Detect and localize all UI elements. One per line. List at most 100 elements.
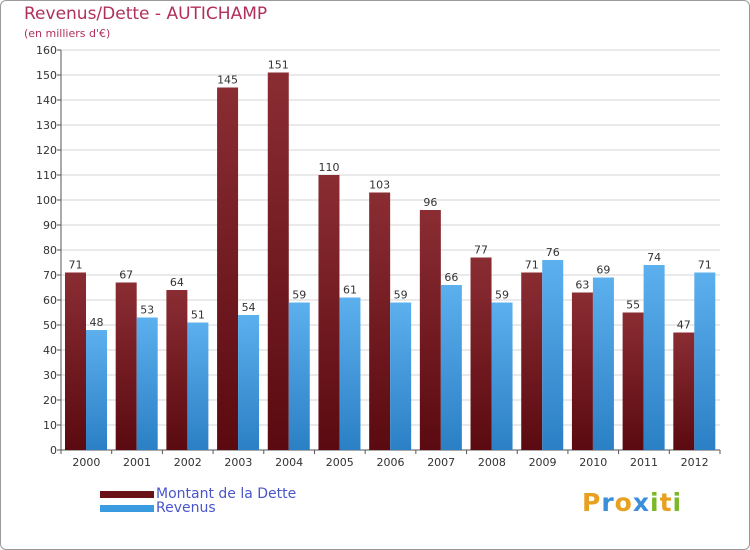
chart-subtitle: (en milliers d'€)	[24, 27, 111, 40]
bar-dette	[166, 290, 188, 450]
value-label-revenus: 54	[242, 301, 256, 314]
value-label-revenus: 59	[292, 289, 306, 302]
y-tick-label: 10	[43, 419, 57, 432]
bar-dette	[571, 292, 593, 450]
y-tick-label: 0	[50, 444, 57, 457]
y-tick-label: 90	[43, 219, 57, 232]
y-tick-label: 60	[43, 294, 57, 307]
bar-revenus	[592, 277, 614, 450]
axes: 0 10 20 30 40 50 60 70 80 90 100 110 120 130 140 150 160…	[36, 44, 721, 469]
bar-revenus	[694, 272, 716, 450]
y-tick-label: 30	[43, 369, 57, 382]
value-label-dette: 103	[369, 179, 390, 192]
value-label-dette: 55	[626, 299, 640, 312]
value-label-revenus: 59	[394, 289, 408, 302]
x-tick-label: 2000	[72, 456, 100, 469]
value-label-revenus: 74	[647, 251, 661, 264]
legend-swatch-revenus	[100, 504, 154, 512]
bar-dette	[673, 332, 695, 450]
bar-revenus	[187, 322, 209, 450]
x-tick-label: 2007	[427, 456, 455, 469]
value-label-revenus: 76	[546, 246, 560, 259]
value-label-dette: 47	[677, 319, 691, 332]
bar-dette	[267, 72, 289, 450]
bar-revenus	[339, 297, 361, 450]
logo-letter: i	[672, 488, 683, 517]
y-tick-label: 120	[36, 144, 57, 157]
y-tick-label: 110	[36, 169, 57, 182]
bar-revenus	[390, 302, 412, 450]
legend-label-revenus: Revenus	[156, 500, 216, 516]
bar-dette	[470, 257, 492, 450]
value-label-dette: 145	[217, 74, 238, 87]
logo-letter: r	[601, 488, 615, 517]
y-tick-label: 130	[36, 119, 57, 132]
x-tick-label: 2001	[123, 456, 151, 469]
y-tick-label: 80	[43, 244, 57, 257]
value-label-dette: 77	[474, 244, 488, 257]
bar-revenus	[491, 302, 513, 450]
bar-revenus	[288, 302, 310, 450]
value-label-revenus: 69	[596, 264, 610, 277]
bar-dette	[369, 192, 391, 450]
bar-revenus	[643, 265, 665, 450]
x-tick-label: 2005	[326, 456, 354, 469]
x-tick-label: 2002	[174, 456, 202, 469]
value-label-revenus: 51	[191, 309, 205, 322]
value-label-revenus: 53	[140, 304, 154, 317]
legend-swatch-dette	[100, 490, 154, 498]
value-label-dette: 151	[268, 59, 289, 72]
chart-title: Revenus/Dette - AUTICHAMP	[24, 4, 268, 24]
bar-dette	[65, 272, 86, 450]
logo-letter: t	[659, 488, 673, 517]
x-tick-label: 2012	[681, 456, 709, 469]
y-tick-label: 50	[43, 319, 57, 332]
y-tick-label: 100	[36, 194, 57, 207]
value-label-dette: 67	[119, 269, 133, 282]
bar-revenus	[542, 260, 564, 450]
y-tick-label: 160	[36, 44, 57, 57]
value-label-dette: 96	[423, 196, 437, 209]
x-tick-label: 2009	[529, 456, 557, 469]
value-labels: 71 48 67 53 64 51 145 54 151 59 110 61 103 59 96 66 77 59…	[69, 59, 712, 332]
bar-dette	[318, 175, 340, 450]
bar-dette	[217, 87, 239, 450]
value-label-revenus: 66	[444, 271, 458, 284]
y-tick-label: 140	[36, 94, 57, 107]
x-tick-label: 2004	[275, 456, 303, 469]
value-label-revenus: 61	[343, 284, 357, 297]
x-tick-label: 2011	[630, 456, 658, 469]
proxiti-logo: Proxiti	[582, 488, 682, 517]
value-label-revenus: 59	[495, 289, 509, 302]
y-tick-label: 150	[36, 69, 57, 82]
bar-dette	[419, 210, 441, 450]
x-tick-label: 2008	[478, 456, 506, 469]
value-label-dette: 110	[318, 161, 339, 174]
logo-letter: o	[614, 488, 633, 517]
bar-revenus	[136, 317, 158, 450]
bar-revenus	[440, 285, 462, 450]
bar-dette	[622, 312, 644, 450]
y-tick-label: 40	[43, 344, 57, 357]
legend-label-dette: Montant de la Dette	[156, 486, 297, 502]
logo-letter: x	[632, 488, 650, 517]
bars	[65, 72, 716, 450]
x-tick-label: 2010	[579, 456, 607, 469]
value-label-dette: 71	[525, 259, 539, 272]
value-label-revenus: 71	[698, 259, 712, 272]
y-tick-label: 20	[43, 394, 57, 407]
bar-revenus	[86, 330, 107, 450]
x-tick-label: 2006	[377, 456, 405, 469]
logo-letter: i	[650, 488, 660, 517]
value-label-dette: 71	[69, 259, 83, 272]
bar-dette	[521, 272, 543, 450]
legend-item-revenus: Revenus	[100, 500, 216, 516]
value-label-revenus: 48	[90, 316, 104, 329]
value-label-dette: 64	[170, 276, 184, 289]
bar-dette	[115, 282, 137, 450]
logo-letter: P	[582, 488, 602, 517]
y-tick-label: 70	[43, 269, 57, 282]
value-label-dette: 63	[575, 279, 589, 292]
legend-item-dette: Montant de la Dette	[100, 486, 296, 502]
